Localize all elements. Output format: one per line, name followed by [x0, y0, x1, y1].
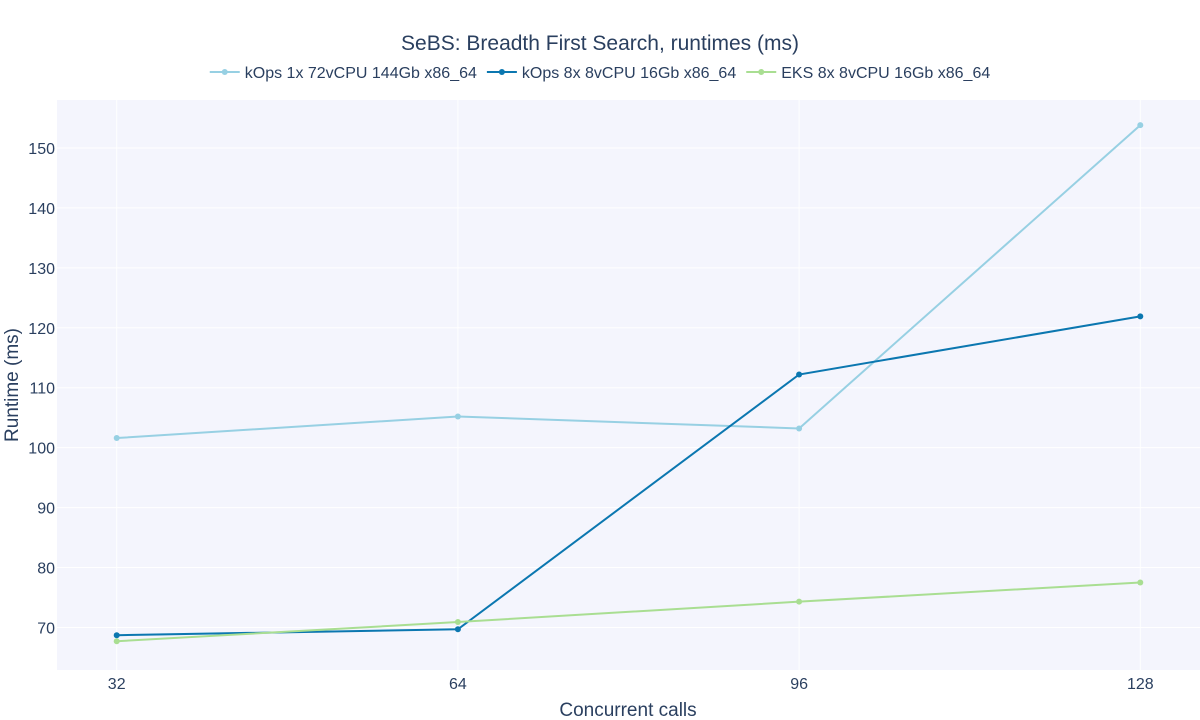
legend-swatch-marker	[758, 69, 765, 75]
legend-label: EKS 8x 8vCPU 16Gb x86_64	[781, 65, 990, 82]
y-tick-label: 90	[37, 501, 55, 518]
data-point	[1137, 122, 1144, 129]
x-tick-labels: 32 64 96 128	[108, 676, 1154, 693]
x-tick-label: 128	[1127, 676, 1154, 693]
y-tick-label: 150	[28, 141, 55, 158]
series-3	[113, 579, 1144, 645]
series-1	[113, 122, 1144, 442]
legend-swatch-marker	[498, 69, 505, 75]
y-tick-label: 140	[28, 201, 55, 218]
y-axis-title: Runtime (ms)	[2, 328, 23, 442]
y-tick-labels: 70 80 90 100 110 120 130 140 150	[28, 141, 55, 637]
legend-item-3[interactable]: EKS 8x 8vCPU 16Gb x86_64	[746, 65, 990, 82]
y-tick-label: 100	[28, 441, 55, 458]
x-tick-label: 96	[790, 676, 808, 693]
data-point	[454, 626, 461, 633]
y-tick-label: 110	[29, 381, 55, 398]
x-axis-title: Concurrent calls	[559, 700, 696, 720]
legend-item-2[interactable]: kOps 8x 8vCPU 16Gb x86_64	[486, 65, 736, 82]
legend-label: kOps 8x 8vCPU 16Gb x86_64	[522, 65, 736, 82]
data-point	[1137, 579, 1144, 586]
data-point	[796, 371, 803, 378]
data-point	[113, 632, 120, 639]
data-point	[113, 435, 120, 442]
legend-swatch-marker	[221, 69, 228, 75]
data-point	[454, 619, 461, 626]
data-point	[454, 413, 461, 420]
series-line	[116, 124, 1141, 440]
data-point	[796, 425, 803, 432]
series-layer	[113, 122, 1144, 645]
legend-label: kOps 1x 72vCPU 144Gb x86_64	[245, 65, 477, 82]
data-point	[113, 638, 120, 645]
y-tick-label: 130	[28, 261, 55, 278]
legend[interactable]: kOps 1x 72vCPU 144Gb x86_64 kOps 8x 8vCPU…	[209, 65, 991, 82]
y-tick-label: 80	[37, 561, 55, 578]
grid-layer	[57, 100, 1200, 670]
legend-item-1[interactable]: kOps 1x 72vCPU 144Gb x86_64	[209, 65, 477, 82]
series-line	[116, 581, 1141, 643]
y-tick-label: 70	[37, 620, 55, 637]
y-tick-label: 120	[28, 321, 55, 338]
plot-background	[57, 100, 1200, 670]
data-point	[796, 598, 803, 605]
data-point	[1137, 313, 1144, 320]
x-tick-label: 32	[108, 676, 126, 693]
x-tick-label: 64	[449, 676, 467, 693]
chart-title: SeBS: Breadth First Search, runtimes (ms…	[401, 32, 799, 55]
